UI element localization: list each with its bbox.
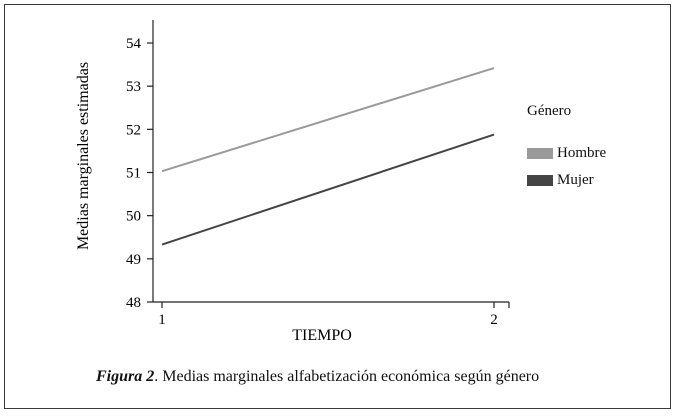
y-tick-label: 50 <box>126 209 141 225</box>
y-tick-label: 51 <box>126 166 141 182</box>
y-tick-label: 53 <box>126 79 141 95</box>
legend-swatch-mujer <box>527 175 553 186</box>
legend-label-mujer: Mujer <box>557 172 594 188</box>
legend-swatch-hombre <box>527 148 553 159</box>
y-axis: 48 49 50 51 52 53 54 <box>126 20 154 311</box>
legend-title: Género <box>527 103 572 119</box>
caption-text: . Medias marginales alfabetización econó… <box>154 368 540 385</box>
y-tick-label: 49 <box>126 252 141 268</box>
y-tick-label: 48 <box>126 295 141 311</box>
x-tick-label: 1 <box>158 312 166 328</box>
x-axis-title: TIEMPO <box>292 327 352 344</box>
y-axis-title: Medias marginales estimadas <box>75 62 92 250</box>
legend-item-mujer: Mujer <box>527 172 594 189</box>
figure-frame <box>4 4 671 409</box>
series-line-hombre <box>161 67 495 173</box>
figure-caption: Figura 2. Medias marginales alfabetizaci… <box>96 368 539 386</box>
legend-item-hombre: Hombre <box>527 145 606 162</box>
y-tick-label: 52 <box>126 122 141 138</box>
series-lines <box>161 67 495 246</box>
series-line-mujer <box>161 133 495 246</box>
legend-label-hombre: Hombre <box>557 145 607 161</box>
figure-label: Figura 2 <box>96 368 155 385</box>
x-tick-label: 2 <box>490 312 498 328</box>
y-tick-label: 54 <box>126 36 142 52</box>
